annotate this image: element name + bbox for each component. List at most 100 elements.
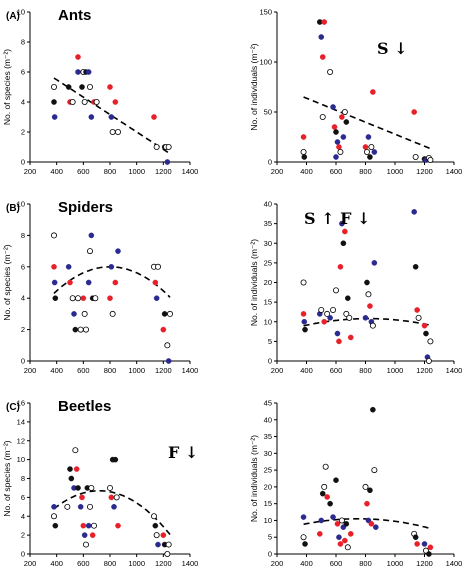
- data-point-open: [344, 544, 351, 551]
- data-point-red: [339, 114, 345, 120]
- y-tick-label: 10: [264, 317, 272, 326]
- data-point-open: [415, 314, 422, 321]
- data-point-open: [69, 99, 76, 106]
- x-tick-label: 1400: [182, 366, 199, 375]
- data-point-open: [153, 143, 160, 150]
- y-tick-label: 15: [264, 499, 272, 508]
- x-tick-label: 1400: [446, 366, 463, 375]
- data-point-black: [65, 84, 72, 90]
- data-point-open: [300, 534, 307, 541]
- x-tick-label: 1000: [387, 366, 404, 375]
- data-point-black: [412, 534, 419, 541]
- data-point-blue: [51, 279, 58, 286]
- data-point-blue: [301, 318, 308, 325]
- data-point-open: [93, 99, 100, 106]
- data-point-open: [327, 69, 334, 76]
- data-point-black: [301, 154, 308, 160]
- trend-line: [303, 96, 433, 150]
- y-tick-label: 8: [21, 474, 25, 483]
- data-point-red: [414, 541, 420, 547]
- data-point-blue: [88, 232, 95, 239]
- y-tick-label: 2: [21, 531, 25, 540]
- y-tick-label: 30: [264, 239, 272, 248]
- trend-line: [53, 490, 171, 536]
- x-tick-label: 1200: [155, 366, 172, 375]
- data-point-open: [87, 248, 94, 255]
- y-tick-label: 150: [259, 8, 272, 17]
- data-point-open: [164, 342, 171, 349]
- data-point-open: [64, 503, 71, 510]
- data-point-black: [333, 477, 339, 483]
- data-point-black: [367, 487, 373, 494]
- panel-3: 200 400 600 800 1000 1200 1400 0 2 4 6 8 10 No. of sp…: [2, 199, 198, 375]
- data-point-open: [107, 484, 114, 491]
- x-tick-label: 1000: [128, 167, 145, 176]
- x-tick-label: 1000: [387, 167, 404, 176]
- data-point-open: [165, 143, 172, 150]
- x-tick-label: 1000: [387, 559, 404, 568]
- data-point-black: [343, 521, 350, 527]
- data-point-open: [51, 513, 58, 520]
- data-point-blue: [111, 504, 117, 510]
- data-point-black: [52, 522, 59, 529]
- data-point-red: [421, 322, 428, 329]
- data-point-black: [112, 456, 119, 463]
- data-point-red: [160, 326, 167, 333]
- y-tick-label: 50: [264, 108, 272, 117]
- x-tick-label: 600: [330, 366, 343, 375]
- data-point-blue: [330, 104, 336, 110]
- data-point-open: [164, 551, 171, 558]
- data-point-red: [347, 334, 354, 341]
- data-point-open: [369, 322, 376, 329]
- data-point-red: [368, 521, 375, 527]
- y-tick-label: 35: [264, 432, 272, 441]
- data-point-red: [347, 531, 354, 537]
- data-point-red: [362, 144, 369, 150]
- y-tick-label: 25: [264, 466, 272, 475]
- data-point-red: [321, 19, 328, 25]
- x-tick-label: 400: [50, 366, 63, 375]
- data-point-red: [80, 295, 87, 302]
- data-point-open: [92, 295, 99, 302]
- data-point-blue: [318, 34, 325, 40]
- data-point-black: [412, 263, 419, 270]
- data-point-open: [324, 310, 331, 317]
- y-axis-title: No. of species (m⁻²): [2, 244, 12, 320]
- x-tick-label: 600: [77, 167, 90, 176]
- data-point-open: [321, 483, 328, 490]
- panel-label: (C): [6, 402, 20, 413]
- y-tick-label: 5: [268, 337, 272, 346]
- data-point-black: [367, 154, 373, 160]
- y-tick-label: 6: [21, 68, 25, 77]
- data-point-red: [79, 494, 85, 501]
- data-point-blue: [336, 534, 342, 541]
- data-point-red: [107, 84, 113, 90]
- data-point-blue: [85, 279, 92, 286]
- data-point-open: [300, 279, 307, 286]
- data-point-blue: [75, 69, 81, 75]
- data-point-blue: [85, 522, 92, 529]
- data-point-blue: [71, 311, 77, 317]
- panel-5: 200 400 600 800 1000 1200 1400 0 2 4 6 8 10 12 14 16 No.…: [2, 398, 198, 568]
- data-point-blue: [77, 504, 84, 510]
- data-point-open: [69, 295, 76, 302]
- x-tick-label: 200: [24, 167, 37, 176]
- y-axis-title: No. of species (m⁻²): [2, 440, 12, 516]
- data-point-open: [427, 156, 434, 163]
- y-tick-label: 2: [21, 128, 25, 137]
- data-point-red: [108, 494, 115, 501]
- data-point-red: [73, 466, 80, 472]
- y-tick-label: 8: [21, 38, 25, 47]
- x-tick-label: 400: [50, 559, 63, 568]
- data-point-red: [342, 537, 348, 544]
- x-tick-label: 800: [359, 559, 372, 568]
- data-point-open: [332, 287, 339, 294]
- x-tick-label: 1000: [128, 559, 145, 568]
- x-tick-label: 200: [271, 559, 284, 568]
- data-point-black: [302, 326, 308, 333]
- data-point-blue: [88, 114, 95, 120]
- data-point-black: [52, 295, 59, 302]
- y-tick-label: 8: [21, 231, 25, 240]
- data-point-open: [165, 541, 172, 548]
- data-point-red: [160, 532, 167, 538]
